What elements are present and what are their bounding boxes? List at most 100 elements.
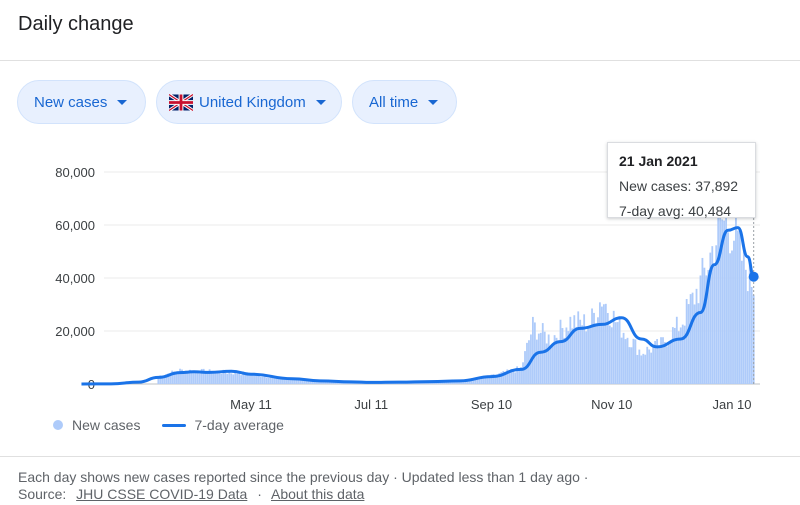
daily-cases-bar [198,373,201,384]
daily-cases-bar [295,378,298,384]
metric-dropdown[interactable]: New cases [17,80,146,124]
daily-cases-bar [177,372,179,384]
daily-cases-bar [683,325,686,384]
daily-cases-bar [222,369,225,384]
daily-cases-bar [581,325,584,384]
daily-cases-bar [701,257,704,384]
daily-cases-bar [675,316,678,384]
chart-tooltip: 21 Jan 2021 New cases: 37,892 7-day avg:… [607,142,756,219]
daily-cases-bar [547,334,550,384]
range-dropdown[interactable]: All time [352,80,457,124]
daily-cases-bar [267,377,270,384]
daily-cases-bar [218,373,221,384]
daily-cases-bar [285,377,288,384]
daily-cases-bar [512,370,515,384]
daily-cases-bar [608,325,611,384]
daily-cases-bar [277,377,280,384]
daily-cases-bar [742,243,745,384]
footer-note: Each day shows new cases reported since … [18,469,589,485]
daily-cases-bar [279,377,282,384]
daily-cases-bar [691,292,694,384]
daily-cases-bar [234,371,237,384]
daily-cases-bar [729,253,731,384]
daily-cases-bar [642,353,645,384]
daily-cases-bar [731,250,733,384]
daily-cases-bar [709,252,712,384]
daily-cases-bar [238,373,241,384]
daily-cases-bar [541,323,544,384]
daily-cases-bar [185,370,187,384]
daily-cases-bar [522,362,524,384]
daily-cases-bar [662,337,664,384]
y-tick-label: 80,000 [55,165,95,180]
metric-dropdown-label: New cases [34,93,108,111]
daily-cases-bar [202,368,205,384]
daily-cases-bar [305,378,308,384]
header-divider [0,60,800,61]
seven-day-average-line [81,226,756,386]
daily-cases-bar [697,303,700,384]
daily-cases-bar [167,373,170,384]
daily-cases-bar [620,337,623,384]
country-dropdown[interactable]: United Kingdom [156,80,342,124]
daily-cases-bar [551,343,554,384]
uk-flag-icon [169,93,193,111]
daily-cases-bar [559,319,562,384]
daily-cases-bar [618,316,621,384]
daily-cases-bar [664,342,666,384]
footer-separator: · [257,486,262,502]
daily-cases-bar [685,298,688,384]
daily-cases-bar [468,379,471,384]
daily-cases-bar [256,374,258,384]
daily-cases-bar [181,369,183,384]
daily-cases-bar [466,379,469,384]
daily-cases-bar [585,331,588,384]
daily-cases-bar [263,376,266,384]
daily-cases-bar [604,303,607,384]
tooltip-new-cases: New cases: 37,892 [619,178,739,194]
daily-cases-bar [719,210,722,384]
daily-cases-bar [250,375,252,384]
daily-cases-bar [271,376,274,384]
daily-cases-bar [549,345,552,384]
daily-cases-bar [591,308,593,384]
about-data-link[interactable]: About this data [271,486,365,502]
daily-cases-bar [476,379,479,384]
daily-cases-bar [208,369,211,384]
daily-cases-bar [214,371,217,384]
daily-cases-bar [634,339,637,384]
daily-cases-bar [474,378,477,384]
daily-cases-bar [488,376,491,384]
country-dropdown-label: United Kingdom [199,93,306,111]
daily-cases-bar [577,311,580,384]
daily-cases-bar [520,367,522,384]
daily-cases-bar [597,317,599,384]
page-title: Daily change [18,13,134,35]
daily-cases-bar [606,313,609,384]
source-label: Source: [18,486,67,502]
daily-cases-bar [269,376,272,384]
daily-cases-bar [679,327,682,384]
source-link[interactable]: JHU CSSE COVID-19 Data [76,486,248,502]
daily-cases-bar [289,378,292,384]
daily-cases-bar [246,372,248,384]
daily-cases-bar [622,332,625,384]
daily-cases-bar [317,380,319,384]
daily-cases-bar [506,369,509,384]
daily-cases-bar [297,380,300,384]
daily-cases-bar [257,374,260,384]
daily-cases-bar [656,339,658,384]
daily-cases-bar [281,377,284,384]
daily-cases-bar [727,232,729,384]
daily-cases-bar [616,322,619,384]
daily-cases-bar [287,378,290,384]
x-tick-label: Nov 10 [591,397,632,412]
daily-cases-bar [510,369,513,384]
daily-cases-bar [571,328,574,384]
daily-cases-bar [677,331,680,384]
daily-cases-bar [514,372,517,384]
daily-cases-bar [494,375,497,384]
daily-cases-bar [206,371,209,384]
daily-cases-bar [504,372,507,384]
